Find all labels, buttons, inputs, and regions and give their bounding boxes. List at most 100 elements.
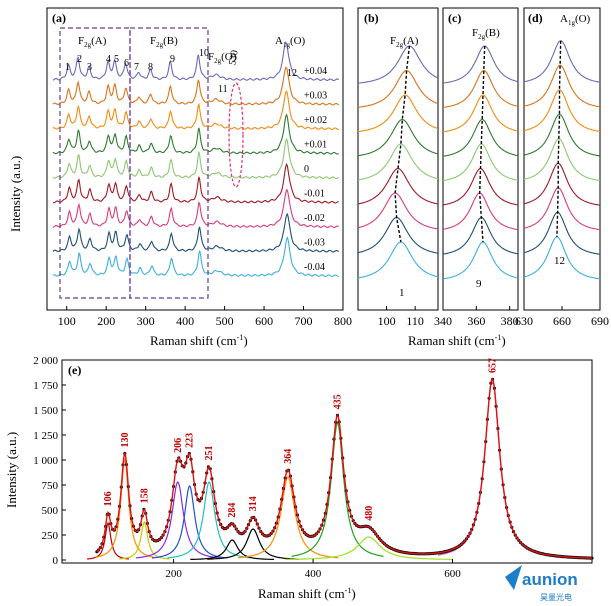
- peak-label: 106: [103, 491, 114, 506]
- x-tick-label: 600: [255, 314, 273, 328]
- panel-c-title: F2g(B): [472, 27, 500, 41]
- fit-component-158: [119, 520, 170, 560]
- trace--0.04: [52, 236, 339, 278]
- trace-+0.02: [52, 90, 339, 131]
- panels-bcd-xlabel: Raman shift (cm-1): [408, 333, 506, 348]
- panel-e-data-points: [95, 377, 594, 560]
- peak-number: 8: [148, 62, 153, 73]
- panel-a-x-ticks: 100 200 300 400 500 600 700 800: [58, 306, 352, 328]
- zoom-trace-+0.02: [523, 89, 601, 133]
- panel-d-peak-number: 12: [554, 255, 565, 267]
- panel-b-title: F2g(A): [390, 35, 419, 49]
- panel-c-x-ticks: 340 360 380: [434, 306, 519, 328]
- x-tick-label: 690: [591, 314, 609, 328]
- peak-number: 4: [106, 54, 111, 65]
- x-tick-label: 800: [334, 314, 352, 328]
- peak-label: 364: [283, 449, 294, 464]
- f2ga-box: [59, 27, 131, 299]
- series-label: 0: [304, 164, 309, 175]
- y-tick-label: 1 000: [33, 455, 58, 467]
- series-label: +0.03: [304, 91, 327, 102]
- x-tick-label: 600: [444, 568, 461, 580]
- x-tick-label: 660: [553, 314, 571, 328]
- x-tick-label: 100: [58, 314, 76, 328]
- y-tick-label: 2 000: [33, 355, 58, 367]
- peak-shift-guide: [478, 45, 486, 243]
- panel-a-ylabel: Intensity (a.u.): [8, 156, 23, 232]
- zoom-trace-0: [442, 143, 519, 182]
- panel-e-label: (e): [68, 363, 81, 377]
- peak-shift-guide: [394, 45, 411, 243]
- series-label: +0.02: [304, 115, 327, 126]
- panel-a-xlabel: Raman shift (cm-1): [150, 333, 248, 348]
- peak-number: 5: [114, 54, 119, 65]
- x-tick-label: 360: [467, 314, 485, 328]
- panel-c-frame: [442, 7, 519, 311]
- fit-component-206: [135, 481, 220, 559]
- trace-+0.03: [52, 66, 340, 106]
- zoom-trace-+0.03: [442, 70, 519, 109]
- peak-number: 11: [218, 84, 228, 95]
- zoom-trace-+0.01: [442, 118, 519, 157]
- peak-number: 3: [87, 62, 92, 73]
- zoom-trace--0.02: [442, 192, 519, 231]
- peak-label: 435: [333, 394, 344, 409]
- zoom-trace-+0.01: [523, 113, 601, 157]
- fit-component-364: [237, 476, 339, 559]
- x-tick-label: 200: [165, 568, 182, 580]
- y-tick-label: 1 250: [33, 430, 58, 442]
- fit-component-314: [207, 528, 300, 560]
- panel-c-label: (c): [448, 11, 461, 25]
- a1g-annotation: A1g(O): [275, 35, 306, 49]
- trace--0.02: [52, 189, 339, 229]
- zoom-trace-+0.04: [357, 45, 439, 84]
- fit-component-435: [291, 421, 384, 557]
- n530-annotation: 530: [227, 49, 240, 66]
- panel-e: (e) 106 130 158 206 223 251 284 314 364 435 480 657…: [4, 355, 594, 601]
- watermark-sub: 昊量光电: [540, 592, 572, 602]
- fit-component-130: [95, 458, 155, 558]
- y-tick-label: 1 500: [33, 405, 58, 417]
- zoom-trace-+0.02: [442, 94, 519, 133]
- panel-e-y-ticks: 0 250 500 750 1 000 1 250 1 500 1 750 2 000: [33, 355, 66, 567]
- x-tick-label: 630: [515, 314, 533, 328]
- panel-b-frame: [357, 7, 439, 311]
- y-tick-label: 250: [42, 530, 59, 542]
- f2go-annotation: F2g(O): [208, 51, 237, 65]
- panel-c-traces: [442, 45, 519, 280]
- zoom-trace--0.02: [357, 192, 439, 230]
- peak-label: 130: [120, 433, 131, 448]
- x-tick-label: 340: [434, 314, 452, 328]
- peak-label: 657: [487, 358, 498, 373]
- trace--0.03: [52, 213, 340, 253]
- fit-component-106: [87, 521, 129, 560]
- panel-b: (b) F2g(A) 1 100 110: [357, 7, 439, 328]
- panel-d-x-ticks: 630 660 690: [515, 306, 609, 328]
- series-label: -0.02: [304, 213, 325, 224]
- zoom-trace--0.03: [442, 216, 519, 255]
- peak-label: 284: [227, 503, 238, 518]
- panel-d-label: (d): [528, 11, 543, 25]
- panel-a-series-labels: +0.04 +0.03 +0.02 +0.01 0 -0.01 -0.02 -0.03 -0.0…: [304, 66, 327, 273]
- peak-shift-guide: [556, 40, 562, 237]
- zoom-trace-+0.03: [523, 64, 601, 108]
- x-tick-label: 380: [501, 314, 519, 328]
- trace-+0.04: [52, 41, 339, 82]
- x-tick-label: 100: [378, 314, 396, 328]
- panel-a-traces: [52, 41, 340, 278]
- zoom-trace--0.04: [523, 236, 601, 280]
- x-tick-label: 300: [137, 314, 155, 328]
- zoom-trace--0.04: [442, 241, 519, 280]
- trace-0: [52, 137, 340, 180]
- x-tick-label: 400: [305, 568, 322, 580]
- panel-e-frame: [61, 359, 593, 564]
- panel-e-x-ticks: 200 400 600: [165, 559, 461, 580]
- panel-e-fit-envelope: [96, 377, 592, 559]
- panel-d-traces: [523, 40, 601, 280]
- panel-a: (a) +0.04 +0.03 +0.02 +0.01 0 -0.01 -0.02 -0.03…: [8, 7, 352, 348]
- y-tick-label: 500: [42, 505, 59, 517]
- y-tick-label: 0: [53, 555, 59, 567]
- series-label: +0.01: [304, 140, 327, 151]
- peak-number: 7: [134, 62, 139, 73]
